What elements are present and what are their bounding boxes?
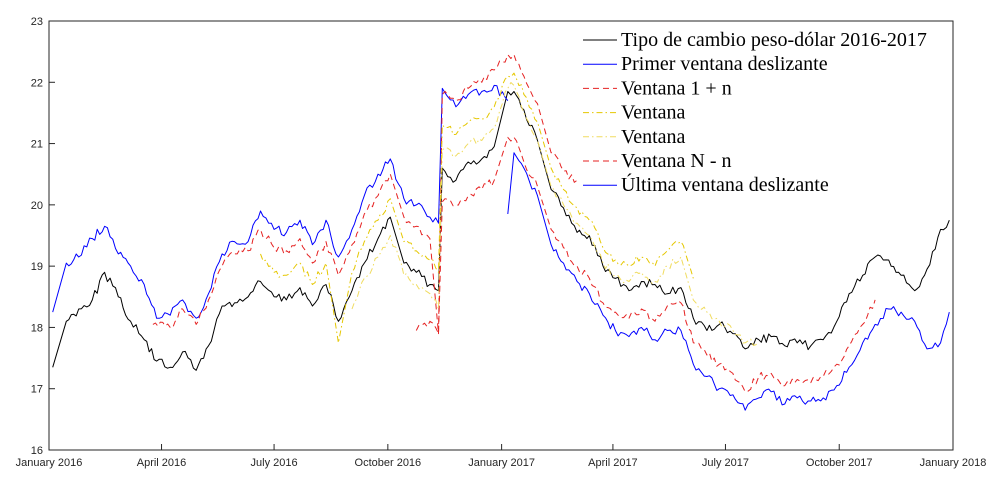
legend-label-6: Ventana N - n [621, 150, 732, 172]
x-tick-label: July 2016 [251, 457, 298, 469]
x-tick-label: April 2017 [588, 457, 638, 469]
x-tick-label: January 2018 [920, 457, 987, 469]
series-line-2 [52, 84, 509, 319]
series-line-6 [415, 136, 876, 393]
legend-label-4: Ventana [621, 102, 686, 124]
y-tick-label: 22 [31, 77, 43, 89]
series-line-4 [260, 72, 694, 344]
legend-label-2: Primer ventana deslizante [621, 53, 828, 75]
legend: Tipo de cambio peso-dólar 2016-2017Prime… [583, 29, 927, 196]
x-tick-label: April 2016 [137, 457, 187, 469]
x-tick-label: July 2017 [702, 457, 749, 469]
y-tick-label: 19 [31, 261, 43, 273]
axes-box [48, 20, 954, 451]
legend-label-1: Tipo de cambio peso-dólar 2016-2017 [621, 29, 927, 51]
series-line-1 [52, 91, 950, 371]
y-tick-label: 20 [31, 200, 43, 212]
series-line-3 [152, 54, 578, 335]
plot-area [49, 21, 953, 450]
y-tick-label: 21 [31, 139, 43, 151]
x-tick-label: October 2017 [806, 457, 873, 469]
x-tick-label: January 2017 [468, 457, 535, 469]
x-tick-label: October 2016 [355, 457, 422, 469]
y-tick-label: 18 [31, 322, 43, 334]
y-axis: 16 17 18 19 20 21 22 23 [31, 16, 55, 457]
legend-label-3: Ventana 1 + n [621, 77, 732, 99]
y-tick-label: 17 [31, 384, 43, 396]
x-axis: January 2016 April 2016 July 2016 October 2… [16, 444, 987, 469]
legend-label-5: Ventana [621, 126, 686, 148]
x-tick-label: January 2016 [16, 457, 83, 469]
series-line-5 [351, 82, 760, 346]
legend-label-7: Última ventana deslizante [621, 172, 829, 196]
y-tick-label: 23 [31, 16, 43, 28]
series-layer [52, 54, 950, 411]
series-line-7 [507, 152, 950, 411]
y-tick-label: 16 [31, 445, 43, 457]
